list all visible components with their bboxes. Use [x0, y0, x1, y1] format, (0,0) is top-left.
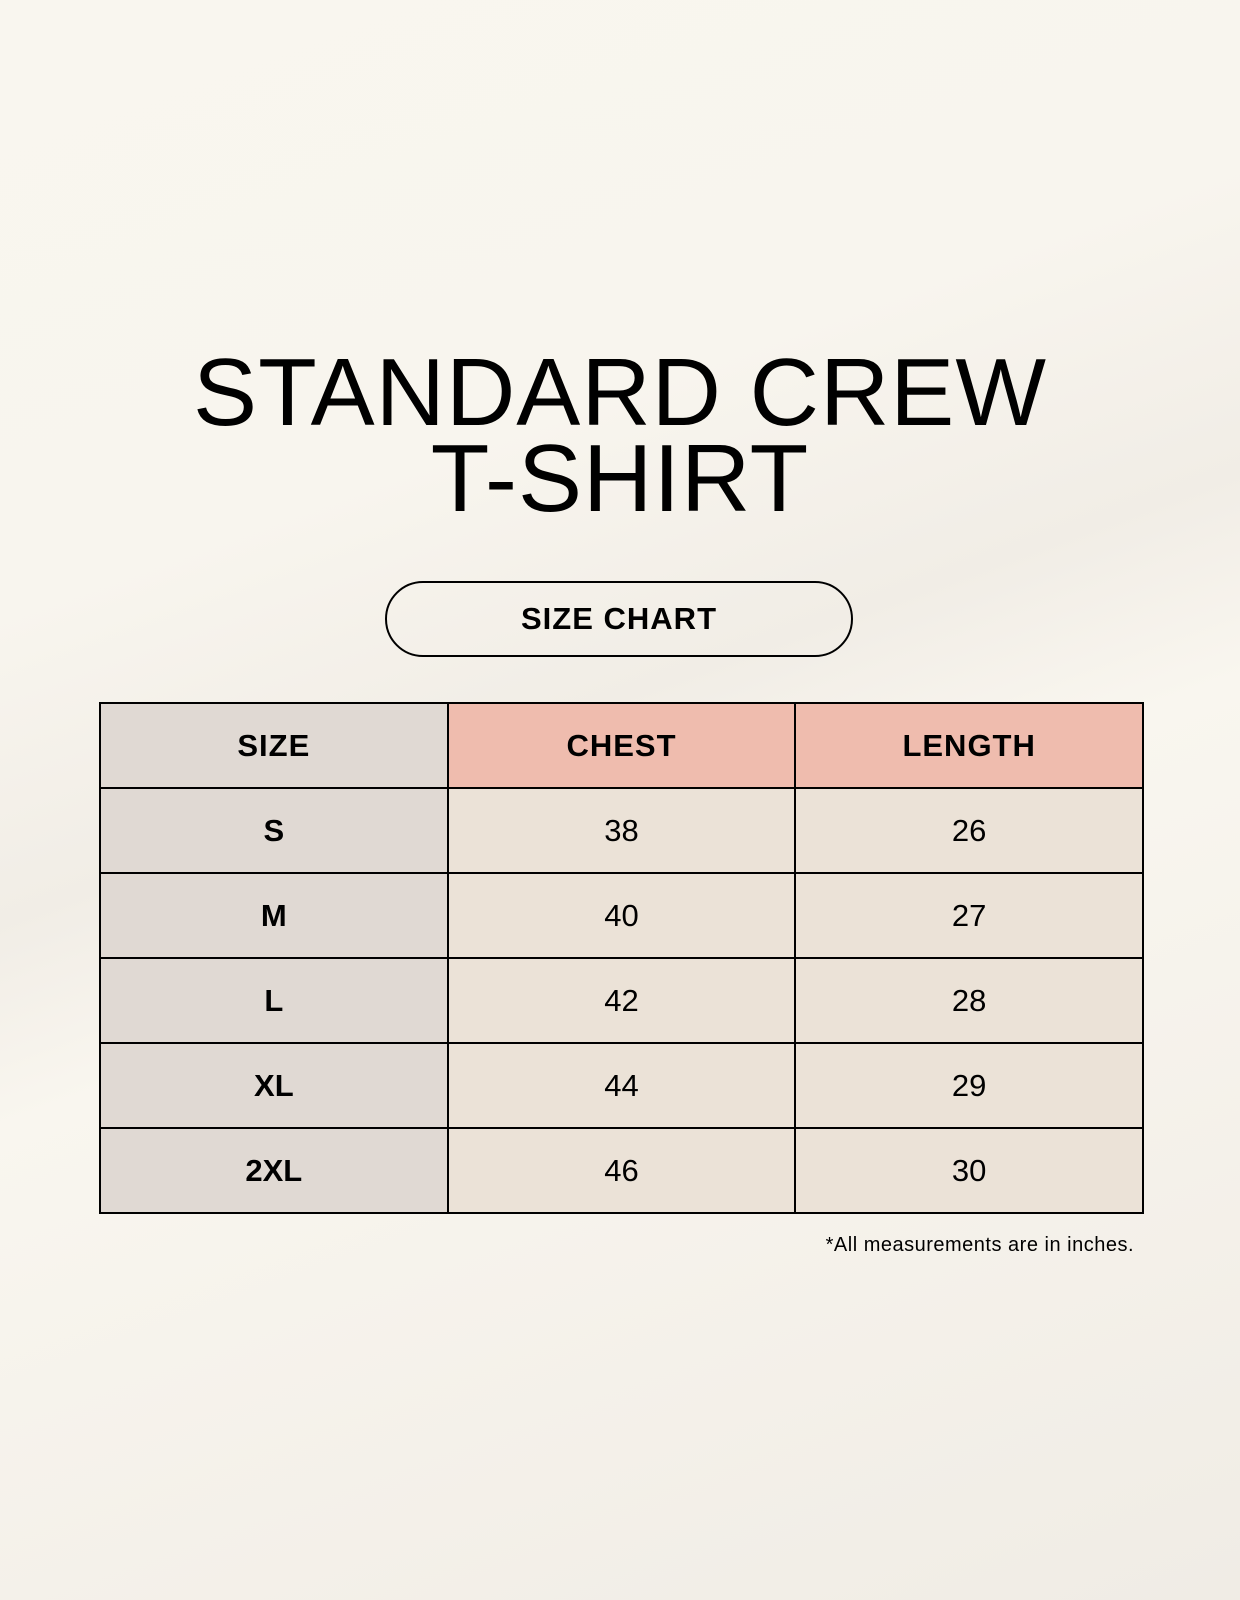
header-chest: CHEST: [446, 702, 797, 789]
cell-length: 29: [794, 1042, 1144, 1129]
table-row: S 38 26: [99, 787, 1144, 874]
cell-length: 28: [794, 957, 1144, 1044]
table-header-row: SIZE CHEST LENGTH: [99, 702, 1144, 789]
cell-size: M: [99, 872, 449, 959]
cell-chest: 44: [446, 1042, 797, 1129]
footnote: *All measurements are in inches.: [825, 1234, 1134, 1256]
header-length: LENGTH: [794, 702, 1144, 789]
cell-size: 2XL: [99, 1127, 449, 1214]
table-row: XL 44 29: [99, 1042, 1144, 1129]
cell-chest: 38: [446, 787, 797, 874]
cell-chest: 42: [446, 957, 797, 1044]
cell-length: 30: [794, 1127, 1144, 1214]
cell-size: S: [99, 787, 449, 874]
cell-length: 27: [794, 872, 1144, 959]
table-row: L 42 28: [99, 957, 1144, 1044]
cell-size: L: [99, 957, 449, 1044]
cell-length: 26: [794, 787, 1144, 874]
cell-chest: 40: [446, 872, 797, 959]
title-line-1: STANDARD CREW: [193, 339, 1047, 446]
table-row: 2XL 46 30: [99, 1127, 1144, 1214]
table-row: M 40 27: [99, 872, 1144, 959]
size-chart-badge: SIZE CHART: [385, 581, 853, 657]
cell-size: XL: [99, 1042, 449, 1129]
header-size: SIZE: [99, 702, 449, 789]
title-line-2: T-SHIRT: [430, 425, 810, 532]
size-table: SIZE CHEST LENGTH S 38 26 M 40 27 L 42 28 XL 44 29 2…: [99, 702, 1144, 1214]
cell-chest: 46: [446, 1127, 797, 1214]
page-title: STANDARD CREW T-SHIRT: [0, 339, 1240, 532]
